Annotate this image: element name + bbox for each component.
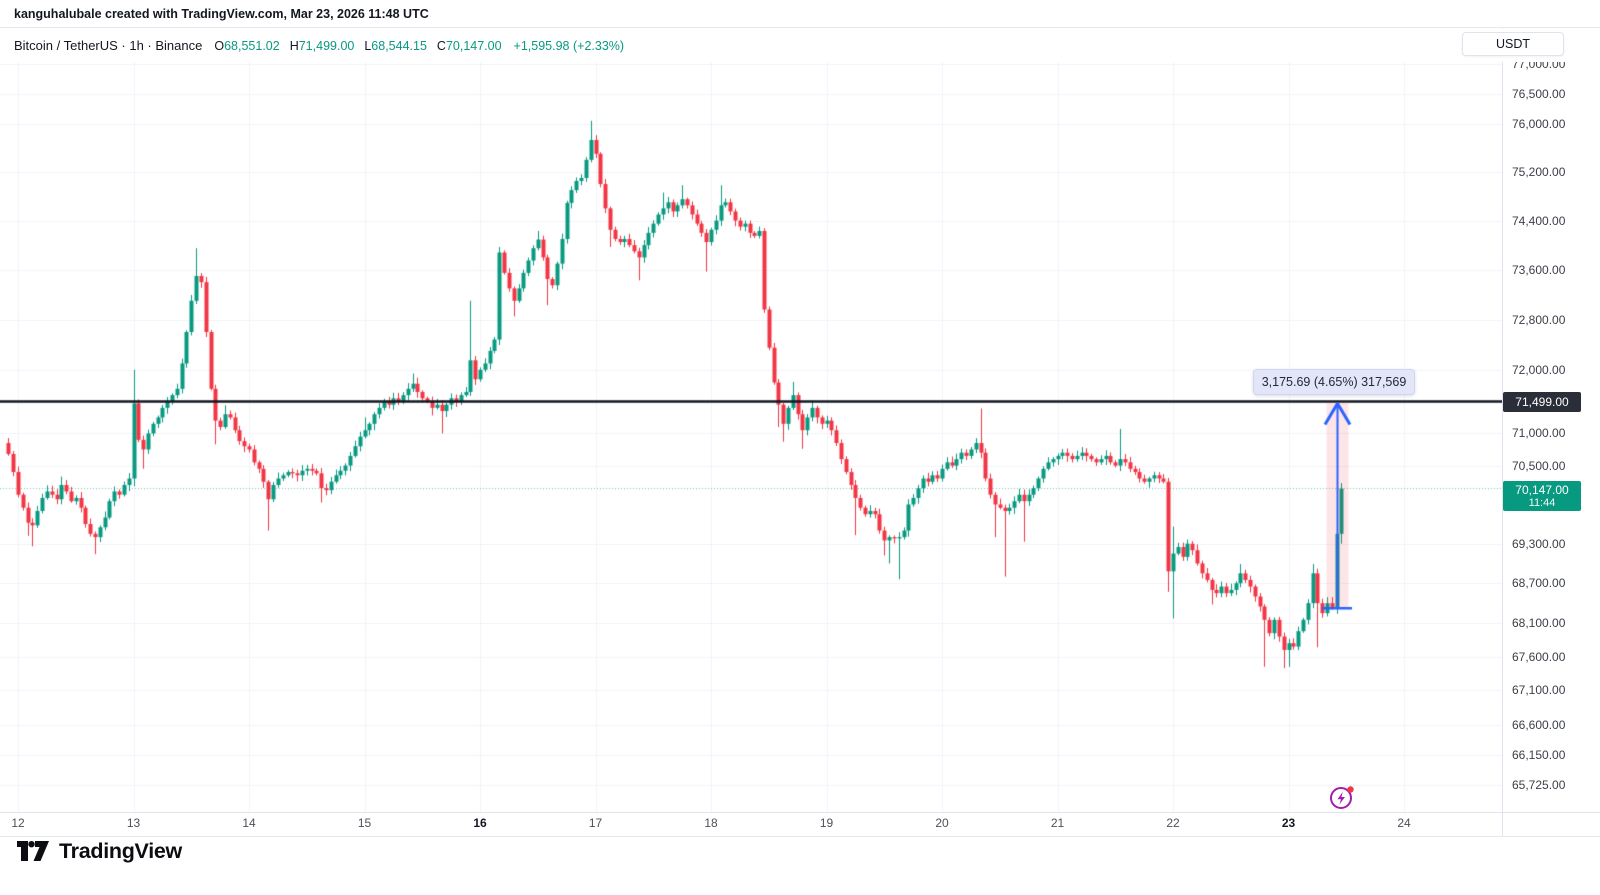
currency-toggle-button[interactable]: USDT (1462, 32, 1564, 56)
tradingview-logo[interactable]: TradingView (16, 834, 182, 868)
time-tick-21: 21 (1050, 816, 1065, 830)
price-tick-65725: 65,725.00 (1512, 777, 1566, 792)
measure-tooltip: 3,175.69 (4.65%) 317,569 (1253, 369, 1415, 395)
time-tick-15: 15 (357, 816, 372, 830)
time-tick-16: 16 (473, 816, 487, 830)
time-tick-23: 23 (1281, 816, 1296, 830)
time-axis-border (0, 812, 1600, 813)
time-tick-18: 18 (704, 816, 718, 830)
time-tick-14: 14 (242, 816, 256, 830)
tradingview-logo-text: TradingView (59, 838, 182, 863)
price-tick-68100: 68,100.00 (1512, 616, 1566, 631)
price-change: +1,595.98 (+2.33%) (513, 38, 625, 53)
ohlc-item-h: H71,499.00 (289, 38, 355, 53)
current-price-badge: 70,147.00 11:44 (1503, 481, 1581, 512)
price-tick-66600: 66,600.00 (1512, 717, 1566, 732)
ohlc-item-c: C70,147.00 (436, 38, 502, 53)
attribution-text: kanguhalubale created with TradingView.c… (14, 6, 429, 21)
price-tick-73600: 73,600.00 (1512, 262, 1566, 277)
attribution-bar: kanguhalubale created with TradingView.c… (0, 0, 1600, 28)
ohlc-item-o: O68,551.02 (214, 38, 280, 53)
ohlc-item-l: L68,544.15 (364, 38, 427, 53)
chart-legend: Bitcoin / TetherUS · 1h · Binance O68,55… (0, 29, 1600, 62)
price-tick-75200: 75,200.00 (1512, 164, 1566, 179)
lightning-icon[interactable] (1328, 783, 1356, 811)
price-tick-72800: 72,800.00 (1512, 312, 1566, 327)
price-tick-68700: 68,700.00 (1512, 576, 1566, 591)
price-tick-67600: 67,600.00 (1512, 649, 1566, 664)
price-tick-76000: 76,000.00 (1512, 116, 1566, 131)
price-tick-70500: 70,500.00 (1512, 458, 1566, 473)
price-tick-69300: 69,300.00 (1512, 536, 1566, 551)
price-tick-67100: 67,100.00 (1512, 683, 1566, 698)
symbol-title[interactable]: Bitcoin / TetherUS · 1h · Binance (14, 38, 203, 53)
tradingview-logo-icon (17, 841, 49, 861)
price-axis[interactable] (1502, 0, 1600, 837)
price-tick-71000: 71,000.00 (1512, 426, 1566, 441)
time-tick-22: 22 (1166, 816, 1180, 830)
time-tick-13: 13 (126, 816, 141, 830)
ohlc-values: O68,551.02 H71,499.00 L68,544.15 C70,147.00 (214, 39, 501, 53)
price-tick-66150: 66,150.00 (1512, 748, 1566, 763)
time-tick-17: 17 (588, 816, 603, 830)
time-tick-20: 20 (935, 816, 949, 830)
price-tick-72000: 72,000.00 (1512, 362, 1566, 377)
price-tick-74400: 74,400.00 (1512, 213, 1566, 228)
time-axis-bottom-border (0, 836, 1600, 837)
candle-countdown: 11:44 (1528, 497, 1556, 510)
price-line-badge: 71,499.00 (1503, 391, 1581, 412)
time-tick-19: 19 (819, 816, 834, 830)
time-tick-24: 24 (1397, 816, 1411, 830)
price-tick-76500: 76,500.00 (1512, 86, 1566, 101)
time-tick-12: 12 (11, 816, 25, 830)
